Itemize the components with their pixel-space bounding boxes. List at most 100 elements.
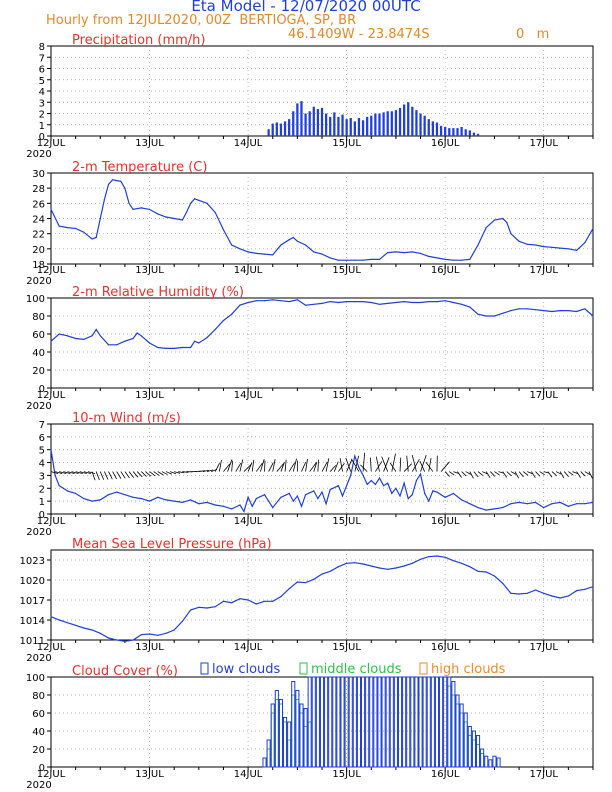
low-cloud-bar — [381, 676, 386, 768]
data-point — [304, 494, 307, 496]
data-point — [444, 258, 446, 261]
precip-bar — [378, 113, 381, 136]
data-point — [194, 198, 196, 200]
precip-bar — [472, 132, 476, 136]
data-point — [485, 315, 487, 317]
x-tick-label: 13JUL — [135, 769, 164, 780]
data-point — [239, 248, 241, 250]
wind-arrow — [425, 461, 434, 472]
wind-arrow — [239, 459, 244, 472]
low-cloud-bar — [410, 676, 415, 768]
data-point — [321, 491, 323, 493]
wind-arrow — [389, 462, 397, 472]
data-point — [181, 620, 183, 622]
y-tick-label: 0 — [39, 763, 45, 774]
data-point — [214, 606, 216, 608]
data-point — [584, 588, 586, 590]
panel-frame — [50, 676, 594, 768]
wind-arrow — [518, 471, 524, 478]
data-point — [157, 496, 159, 498]
wind-arrow — [251, 459, 255, 472]
wind-arrow — [339, 458, 343, 472]
data-point — [173, 347, 175, 349]
panel-title: 2-m Temperature (C) — [72, 160, 207, 175]
wind-arrow — [178, 471, 185, 474]
wind-arrow — [477, 471, 484, 476]
data-point — [551, 310, 553, 313]
wind-arrow — [350, 458, 360, 472]
data-point — [296, 240, 298, 242]
data-point — [354, 259, 356, 261]
wind-arrow — [469, 471, 474, 479]
precip-bar — [423, 115, 426, 136]
data-point — [551, 503, 553, 505]
wind-arrow — [272, 459, 276, 472]
data-point — [272, 506, 274, 509]
x-tick-label: 16JUL — [431, 138, 460, 149]
x-tick-label: 12JUL — [37, 390, 66, 401]
x-tick-label: 15JUL — [332, 390, 361, 401]
low-cloud-bar — [414, 676, 419, 768]
x-tick-label: 13JUL — [135, 516, 164, 527]
y-tick-label: 1 — [39, 121, 45, 132]
wind-arrow — [485, 471, 491, 479]
data-point — [66, 227, 69, 229]
data-point — [534, 244, 537, 246]
wind-arrow — [333, 461, 339, 472]
y-tick-label: 7 — [39, 53, 45, 64]
panel-title: Mean Sea Level Pressure (hPa) — [72, 537, 272, 552]
data-point — [50, 449, 52, 451]
precip-bar — [448, 128, 451, 136]
data-point — [337, 259, 340, 261]
data-point — [354, 562, 356, 564]
precip-bar — [456, 128, 459, 136]
data-point — [116, 179, 118, 182]
y-tick-label: 80 — [32, 312, 45, 323]
data-point — [584, 242, 586, 244]
data-point — [222, 229, 225, 231]
legend-label: high clouds — [431, 662, 506, 677]
low-cloud-bar — [311, 676, 316, 768]
data-point — [485, 509, 487, 511]
data-point — [58, 333, 60, 335]
data-point — [148, 500, 151, 502]
wind-arrow — [223, 463, 231, 472]
wind-arrow — [494, 471, 500, 476]
panel-2: 18 20 22 24 26 28 30 12JUL 13JUL 14JUL 15JUL 16JUL 1… — [26, 160, 594, 287]
low-cloud-bar — [430, 676, 435, 768]
data-point — [493, 508, 496, 510]
data-point — [461, 562, 463, 564]
data-point — [502, 506, 504, 509]
x-tick-label: 15JUL — [332, 769, 361, 780]
data-point — [518, 593, 520, 595]
wind-arrow — [202, 469, 209, 472]
data-point — [132, 496, 134, 498]
x-tick-label: 14JUL — [234, 390, 263, 401]
wind-arrow — [547, 471, 553, 478]
y-tick-label: 28 — [32, 184, 45, 195]
y-tick-label: 100 — [26, 673, 45, 684]
data-point — [165, 216, 167, 218]
data-point — [185, 211, 188, 214]
data-point — [346, 301, 348, 303]
data-point — [461, 303, 463, 305]
low-cloud-bar — [488, 759, 493, 768]
data-point — [95, 236, 97, 239]
precip-bar — [439, 125, 443, 136]
y-tick-label: 3 — [39, 471, 45, 482]
data-point — [436, 301, 438, 303]
wind-arrow — [539, 471, 545, 476]
data-point — [370, 301, 372, 304]
data-point — [140, 207, 142, 209]
data-point — [362, 259, 364, 261]
data-point — [181, 501, 183, 504]
wind-arrow — [132, 471, 139, 478]
x-tick-label: 14JUL — [234, 642, 263, 653]
data-point — [313, 251, 315, 253]
data-point — [190, 499, 192, 501]
data-point — [157, 213, 159, 215]
data-point — [99, 335, 101, 337]
x-tick-label: 16JUL — [431, 265, 460, 276]
data-point — [469, 503, 471, 505]
data-point — [411, 301, 413, 304]
